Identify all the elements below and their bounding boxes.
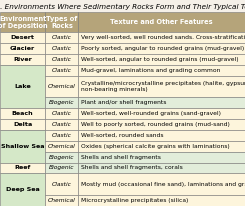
Bar: [78, 97, 245, 108]
Bar: [45, 32, 78, 43]
Text: River: River: [13, 57, 32, 62]
Bar: [45, 97, 78, 108]
Bar: [78, 54, 245, 65]
Text: Mud-gravel, laminations and grading common: Mud-gravel, laminations and grading comm…: [81, 68, 220, 73]
Bar: [78, 108, 245, 119]
Text: Deep Sea: Deep Sea: [6, 187, 39, 192]
Bar: [0, 173, 45, 206]
Bar: [45, 65, 78, 76]
Bar: [45, 76, 78, 97]
Text: Biogenic: Biogenic: [49, 154, 75, 160]
Text: Desert: Desert: [11, 35, 35, 40]
Bar: [78, 76, 245, 97]
Bar: [0, 43, 45, 54]
Text: Crystalline/microcrystalline precipitates (halite, gypsum, silica,
non-bearing m: Crystalline/microcrystalline precipitate…: [81, 81, 245, 92]
Text: Well-sorted, well-rounded grains (sand-gravel): Well-sorted, well-rounded grains (sand-g…: [81, 111, 221, 116]
Bar: [45, 130, 78, 141]
Text: Clastic: Clastic: [52, 111, 72, 116]
Text: Environment
of Deposition: Environment of Deposition: [0, 15, 48, 28]
Text: Clastic: Clastic: [52, 57, 72, 62]
Bar: [78, 163, 245, 173]
Bar: [78, 173, 245, 195]
Bar: [0, 54, 45, 65]
Bar: [78, 130, 245, 141]
Text: Beach: Beach: [12, 111, 34, 116]
Text: Clastic: Clastic: [52, 133, 72, 138]
Text: Clastic: Clastic: [52, 122, 72, 127]
Bar: [0, 119, 45, 130]
Text: Oxides (spherical calcite grains with laminations): Oxides (spherical calcite grains with la…: [81, 144, 230, 149]
Bar: [78, 195, 245, 206]
Text: Glacier: Glacier: [10, 46, 35, 51]
Text: Texture and Other Features: Texture and Other Features: [110, 19, 213, 25]
Text: Chemical: Chemical: [48, 144, 76, 149]
Bar: [45, 12, 78, 32]
Bar: [0, 12, 45, 32]
Text: Well-sorted, rounded sands: Well-sorted, rounded sands: [81, 133, 163, 138]
Text: Delta: Delta: [13, 122, 32, 127]
Bar: [0, 130, 45, 163]
Bar: [78, 141, 245, 152]
Bar: [78, 43, 245, 54]
Bar: [45, 152, 78, 163]
Bar: [0, 163, 45, 173]
Bar: [78, 12, 245, 32]
Text: Lake: Lake: [14, 84, 31, 89]
Text: Table 2. Environments Where Sedimentary Rocks Form and Their Typical Textures: Table 2. Environments Where Sedimentary …: [0, 4, 245, 10]
Text: Clastic: Clastic: [52, 35, 72, 40]
Text: Well-sorted, angular to rounded grains (mud-gravel): Well-sorted, angular to rounded grains (…: [81, 57, 239, 62]
Bar: [0, 32, 45, 43]
Bar: [78, 152, 245, 163]
Text: Chemical: Chemical: [48, 198, 76, 203]
Bar: [45, 173, 78, 195]
Text: Types of
Rocks: Types of Rocks: [46, 15, 77, 28]
Bar: [78, 65, 245, 76]
Bar: [45, 141, 78, 152]
Bar: [78, 32, 245, 43]
Text: Shells and shell fragments, corals: Shells and shell fragments, corals: [81, 165, 183, 170]
Text: Mostly mud (occasional fine sand), laminations and grading common: Mostly mud (occasional fine sand), lamin…: [81, 182, 245, 187]
Bar: [45, 195, 78, 206]
Text: Poorly sorted, angular to rounded grains (mud-gravel): Poorly sorted, angular to rounded grains…: [81, 46, 244, 51]
Text: Shells and shell fragments: Shells and shell fragments: [81, 154, 161, 160]
Text: Well to poorly sorted, rounded grains (mud-sand): Well to poorly sorted, rounded grains (m…: [81, 122, 230, 127]
Text: Shallow Sea: Shallow Sea: [1, 144, 44, 149]
Text: Reef: Reef: [14, 165, 31, 170]
Bar: [0, 108, 45, 119]
Bar: [0, 65, 45, 108]
Text: Chemical: Chemical: [48, 84, 76, 89]
Text: Clastic: Clastic: [52, 182, 72, 187]
Text: Plant and/or shell fragments: Plant and/or shell fragments: [81, 100, 166, 105]
Bar: [45, 163, 78, 173]
Text: Biogenic: Biogenic: [49, 100, 75, 105]
Bar: [45, 108, 78, 119]
Text: Clastic: Clastic: [52, 68, 72, 73]
Text: Biogenic: Biogenic: [49, 165, 75, 170]
Bar: [45, 43, 78, 54]
Text: Very well-sorted, well rounded sands. Cross-stratification common.: Very well-sorted, well rounded sands. Cr…: [81, 35, 245, 40]
Text: Clastic: Clastic: [52, 46, 72, 51]
Bar: [78, 119, 245, 130]
Bar: [45, 119, 78, 130]
Bar: [45, 54, 78, 65]
Text: Microcrystalline precipitates (silica): Microcrystalline precipitates (silica): [81, 198, 188, 203]
